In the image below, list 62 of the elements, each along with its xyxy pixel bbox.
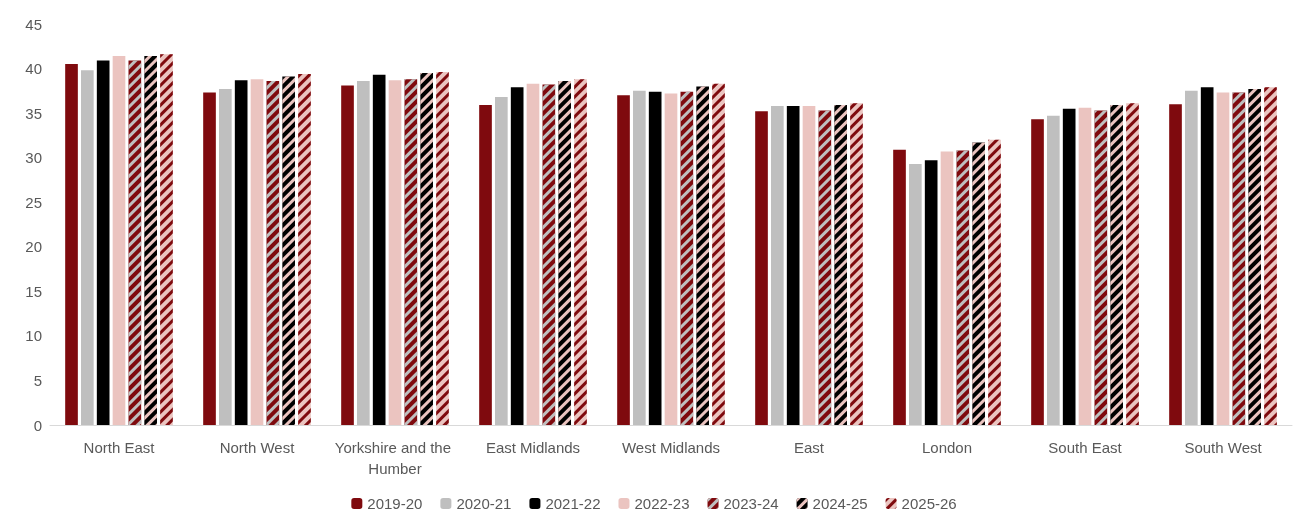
- bar: [893, 149, 906, 425]
- bar: [633, 90, 646, 425]
- bar: [234, 80, 248, 425]
- x-tick-label: Yorkshire and the Humber: [334, 439, 456, 477]
- bar: [372, 74, 386, 425]
- x-tick-label: West Midlands: [621, 439, 721, 456]
- y-tick-label: 10: [25, 327, 42, 345]
- y-tick-label: 35: [25, 104, 42, 122]
- legend-label: 2019-20: [367, 495, 423, 512]
- y-tick-label: 20: [25, 238, 42, 256]
- y-tick-label: 5: [33, 371, 42, 389]
- bar: [786, 105, 800, 425]
- legend-label: 2025-26: [901, 495, 957, 512]
- x-tick-label: North West: [219, 439, 296, 456]
- x-tick-label: South East: [1048, 439, 1123, 456]
- bar: [648, 91, 662, 425]
- bar: [1047, 115, 1060, 425]
- bar: [479, 105, 492, 425]
- legend-label: 2024-25: [812, 495, 868, 512]
- y-tick-label: 15: [25, 282, 42, 300]
- bar: [357, 81, 370, 425]
- bar: [495, 97, 508, 425]
- x-tick-label: North East: [83, 439, 156, 456]
- bar: [65, 64, 78, 425]
- bar: [1031, 119, 1044, 425]
- bar: [388, 80, 402, 425]
- legend-label: 2021-22: [545, 495, 601, 512]
- bar: [909, 163, 922, 425]
- bar: [203, 92, 216, 425]
- bar: [1169, 104, 1182, 425]
- y-tick-label: 45: [25, 15, 42, 33]
- bar: [617, 95, 630, 425]
- bar: [1216, 92, 1230, 425]
- bar: [802, 105, 816, 425]
- bar: [250, 79, 264, 425]
- x-tick-label: East Midlands: [485, 439, 581, 456]
- legend-label: 2022-23: [634, 495, 690, 512]
- bar: [924, 160, 938, 425]
- y-tick-label: 0: [33, 416, 42, 434]
- bar: [1200, 87, 1214, 425]
- bar: [219, 89, 232, 425]
- bar: [1078, 107, 1092, 425]
- y-tick-label: 25: [25, 193, 42, 211]
- legend-label: 2023-24: [723, 495, 779, 512]
- bar: [526, 83, 540, 425]
- bar: [1062, 108, 1076, 425]
- bar: [81, 70, 94, 425]
- bar: [755, 111, 768, 425]
- x-tick-label: East: [793, 439, 825, 456]
- bar: [940, 151, 954, 425]
- bar: [96, 60, 110, 425]
- bar: [510, 87, 524, 425]
- x-tick-label: London: [921, 439, 973, 456]
- bar: [1185, 90, 1198, 425]
- bar: [341, 85, 354, 425]
- bar: [112, 56, 126, 425]
- y-tick-label: 40: [25, 60, 42, 78]
- y-tick-label: 30: [25, 149, 42, 167]
- x-tick-label: South West: [1184, 439, 1263, 456]
- bar: [771, 105, 784, 425]
- bar: [664, 93, 678, 425]
- legend-label: 2020-21: [456, 495, 512, 512]
